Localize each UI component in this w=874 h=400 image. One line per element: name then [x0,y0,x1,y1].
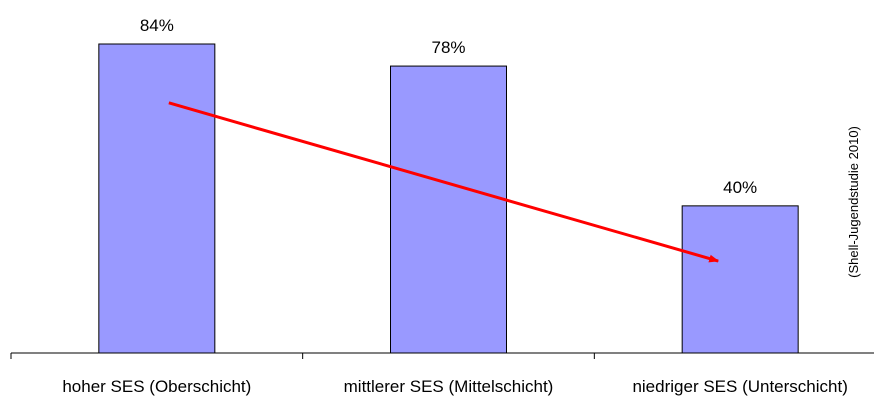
bars [98,43,799,354]
category-label-1: hoher SES (Oberschicht) [62,377,251,396]
value-label-3: 40% [723,178,757,197]
bar-1 [98,43,216,354]
bar-3 [681,205,799,354]
value-labels: 84% 78% 40% [140,16,757,197]
source-note: (Shell-Jugendstudie 2010) [846,126,861,278]
trend-arrow-group [168,101,720,263]
x-axis-ticks [10,353,595,359]
category-labels: hoher SES (Oberschicht) mittlerer SES (Mi… [62,377,848,396]
trend-arrow [168,101,720,263]
value-label-2: 78% [431,38,465,57]
category-label-3: niedriger SES (Unterschicht) [632,377,847,396]
category-label-2: mittlerer SES (Mittelschicht) [344,377,554,396]
value-label-1: 84% [140,16,174,35]
bar-2 [390,65,507,354]
